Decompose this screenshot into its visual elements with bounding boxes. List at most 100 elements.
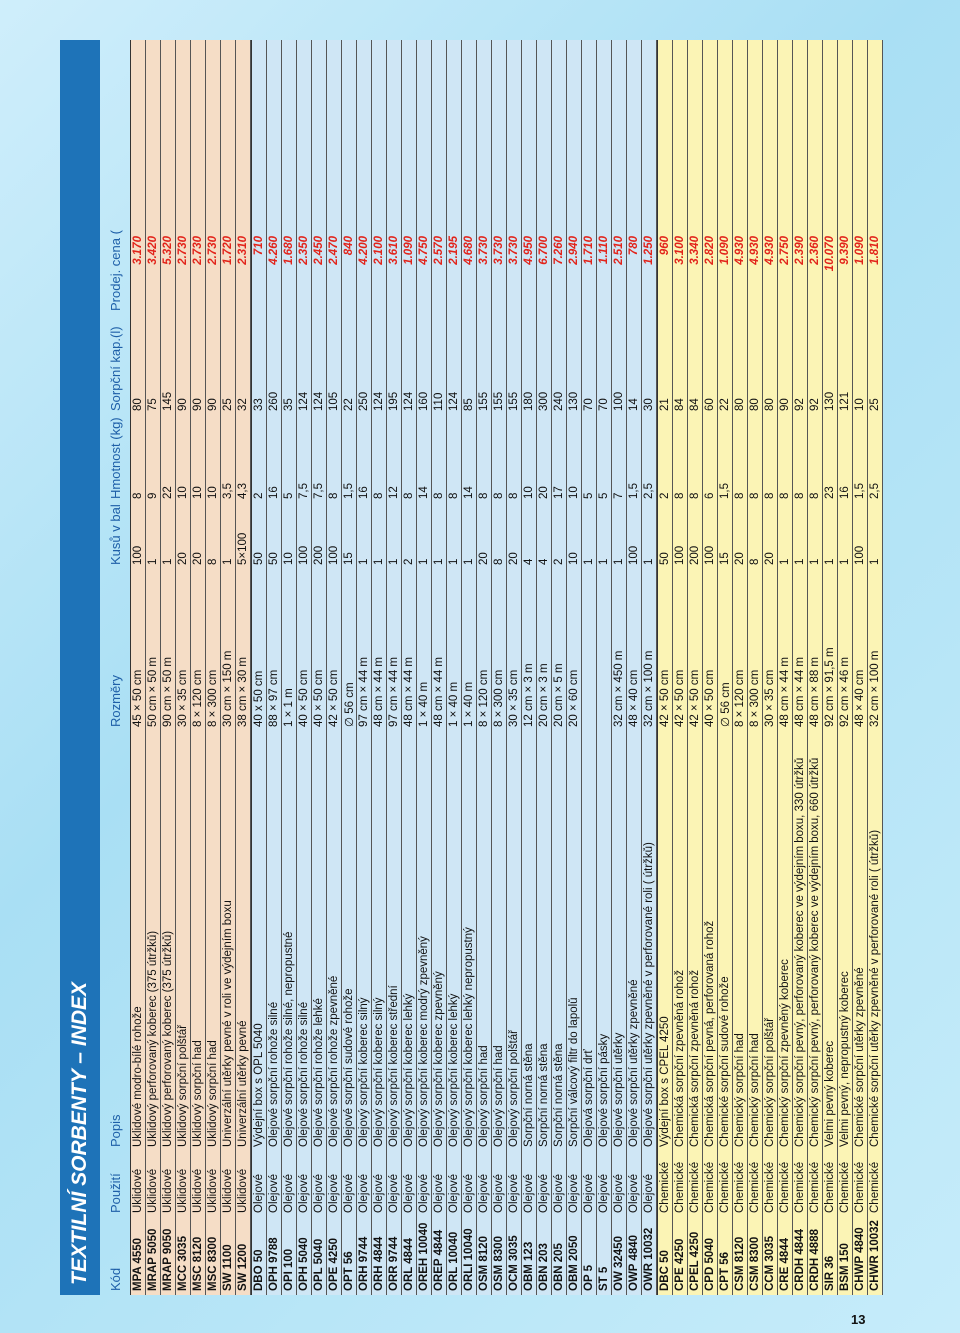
cell-rozmery: 92 cm × 91,5 m <box>824 647 836 727</box>
cell-sorpcni: 130 <box>824 391 836 411</box>
cell-sorpcni: 90 <box>192 398 204 411</box>
cell-pouziti: Olejové <box>583 1174 595 1213</box>
cell-cena: 1.090 <box>854 236 866 265</box>
cell-rozmery: 40 x 50 cm <box>253 670 265 727</box>
table-row: SW 1100 Úklidové Univerzální utěrky pevné … <box>221 40 236 1295</box>
cell-hmotnost: 3,5 <box>222 483 234 499</box>
cell-popis: Olejový sorpční koberec silný <box>373 997 385 1147</box>
cell-hmotnost: 8 <box>508 492 520 499</box>
cell-kusu: 8 <box>493 558 505 565</box>
cell-popis: Univerzální utěrky pevné v roli ve výdej… <box>222 900 234 1147</box>
cell-sorpcni: 124 <box>403 391 415 411</box>
cell-cena: 5.320 <box>162 236 174 265</box>
cell-sorpcni: 10 <box>854 398 866 411</box>
cell-kod: CHWP 4840 <box>854 1227 866 1291</box>
cell-hmotnost: 8 <box>373 492 385 499</box>
cell-hmotnost: 8 <box>764 492 776 499</box>
cell-sorpcni: 160 <box>418 391 430 411</box>
cell-cena: 3.730 <box>508 236 520 265</box>
cell-pouziti: Olejové <box>283 1174 295 1213</box>
cell-kod: ORL 10040 <box>448 1231 460 1291</box>
table-row: OPL 5040 Olejové Olejové sorpční rohože le… <box>312 40 327 1295</box>
cell-kusu: 8 <box>207 558 219 565</box>
cell-popis: Chemický sorpční pevný, perforovaný kobe… <box>794 757 806 1147</box>
cell-pouziti: Olejové <box>433 1174 445 1213</box>
table-row: MPA 4550 Úklidové Úklidové modro-bílé roho… <box>131 40 146 1295</box>
cell-cena: 4.950 <box>523 236 535 265</box>
cell-sorpcni: 80 <box>764 398 776 411</box>
cell-kusu: 10 <box>283 552 295 565</box>
cell-popis: Chemický sorpční pevný, perforovaný kobe… <box>809 757 821 1147</box>
cell-rozmery: 8 × 120 cm <box>478 669 490 727</box>
cell-popis: Olejový sorpční koberec lehký <box>403 993 415 1147</box>
cell-sorpcni: 35 <box>283 398 295 411</box>
cell-cena: 3.730 <box>493 236 505 265</box>
cell-pouziti: Chemické <box>854 1161 866 1213</box>
cell-hmotnost: 2,5 <box>643 483 655 499</box>
cell-kusu: 100 <box>628 545 640 565</box>
cell-cena: 4.930 <box>749 236 761 265</box>
cell-kod: ORH 4844 <box>373 1236 385 1291</box>
cell-hmotnost: 8 <box>674 492 686 499</box>
cell-kusu: 20 <box>192 552 204 565</box>
cell-hmotnost: 10 <box>177 486 189 499</box>
cell-kod: OWR 10032 <box>643 1227 655 1291</box>
cell-pouziti: Olejové <box>613 1174 625 1213</box>
cell-kusu: 1 <box>643 558 655 565</box>
cell-kod: OPE 4250 <box>328 1237 340 1291</box>
cell-sorpcni: 84 <box>689 398 701 411</box>
cell-cena: 1.090 <box>719 236 731 265</box>
cell-kod: ORLI 10040 <box>463 1228 475 1291</box>
cell-rozmery: 1 × 40 m <box>418 681 430 727</box>
cell-cena: 1.710 <box>583 236 595 265</box>
cell-pouziti: Chemické <box>809 1161 821 1213</box>
cell-pouziti: Olejové <box>268 1174 280 1213</box>
cell-hmotnost: 10 <box>192 486 204 499</box>
cell-cena: 780 <box>628 236 640 256</box>
cell-popis: Výdejní box s OPL 5040 <box>253 1023 265 1147</box>
cell-sorpcni: 21 <box>659 398 671 411</box>
cell-popis: Olejový sorpční koberec zpevněný <box>433 971 445 1147</box>
table-row: MCC 3035 Úklidové Úklidový sorpční polštář… <box>176 40 191 1295</box>
cell-rozmery: 40 × 50 cm <box>704 669 716 727</box>
table-row: BSM 150 Chemické Velmi pevný, nepropustný … <box>838 40 853 1295</box>
cell-kod: MSC 8300 <box>207 1236 219 1291</box>
cell-sorpcni: 260 <box>268 391 280 411</box>
table-row: OBN 205 Olejové Sorpční norná stěna 20 cm ×… <box>552 40 567 1295</box>
cell-rozmery: 8 × 300 cm <box>493 669 505 727</box>
cell-pouziti: Olejové <box>343 1174 355 1213</box>
cell-kusu: 1 <box>824 558 836 565</box>
cell-kod: OPH 9788 <box>268 1237 280 1291</box>
cell-hmotnost: 7,5 <box>313 483 325 499</box>
cell-cena: 1.090 <box>403 236 415 265</box>
table-row: OPT 56 Olejové Olejové sorpční sudové roho… <box>342 40 357 1295</box>
cell-rozmery: 32 cm × 100 m <box>643 650 655 727</box>
cell-kod: OSM 8300 <box>493 1236 505 1291</box>
cell-kusu: 100 <box>132 545 144 565</box>
cell-cena: 3.610 <box>388 236 400 265</box>
cell-hmotnost: 1,5 <box>628 483 640 499</box>
cell-pouziti: Chemické <box>704 1161 716 1213</box>
table-row: OWR 10032 Olejové Olejové sorpční utěrky z… <box>642 40 657 1295</box>
cell-kusu: 1 <box>809 558 821 565</box>
table-section: MPA 4550 Úklidové Úklidové modro-bílé roho… <box>130 40 251 1295</box>
cell-popis: Olejový sorpční koberec střední <box>388 985 400 1147</box>
cell-sorpcni: 92 <box>809 398 821 411</box>
cell-pouziti: Chemické <box>824 1161 836 1213</box>
cell-sorpcni: 195 <box>388 391 400 411</box>
cell-kod: MRAP 9050 <box>162 1228 174 1291</box>
cell-hmotnost: 1,5 <box>719 483 731 499</box>
cell-pouziti: Úklidové <box>162 1168 174 1213</box>
page-title: TEXTILNÍ SORBENTY – INDEX <box>60 40 100 1295</box>
cell-popis: Univerzální utěrky pevné <box>237 1020 249 1147</box>
cell-sorpcni: 32 <box>237 398 249 411</box>
cell-popis: Velmi pevný koberec <box>824 1040 836 1147</box>
cell-hmotnost: 10 <box>568 486 580 499</box>
header-cena: Prodej. cena (Kč) <box>107 230 123 311</box>
cell-cena: 3.100 <box>674 236 686 265</box>
cell-sorpcni: 14 <box>628 398 640 411</box>
cell-sorpcni: 92 <box>794 398 806 411</box>
cell-kod: CSM 8120 <box>734 1236 746 1291</box>
cell-cena: 1.680 <box>283 236 295 265</box>
cell-hmotnost: 8 <box>132 492 144 499</box>
